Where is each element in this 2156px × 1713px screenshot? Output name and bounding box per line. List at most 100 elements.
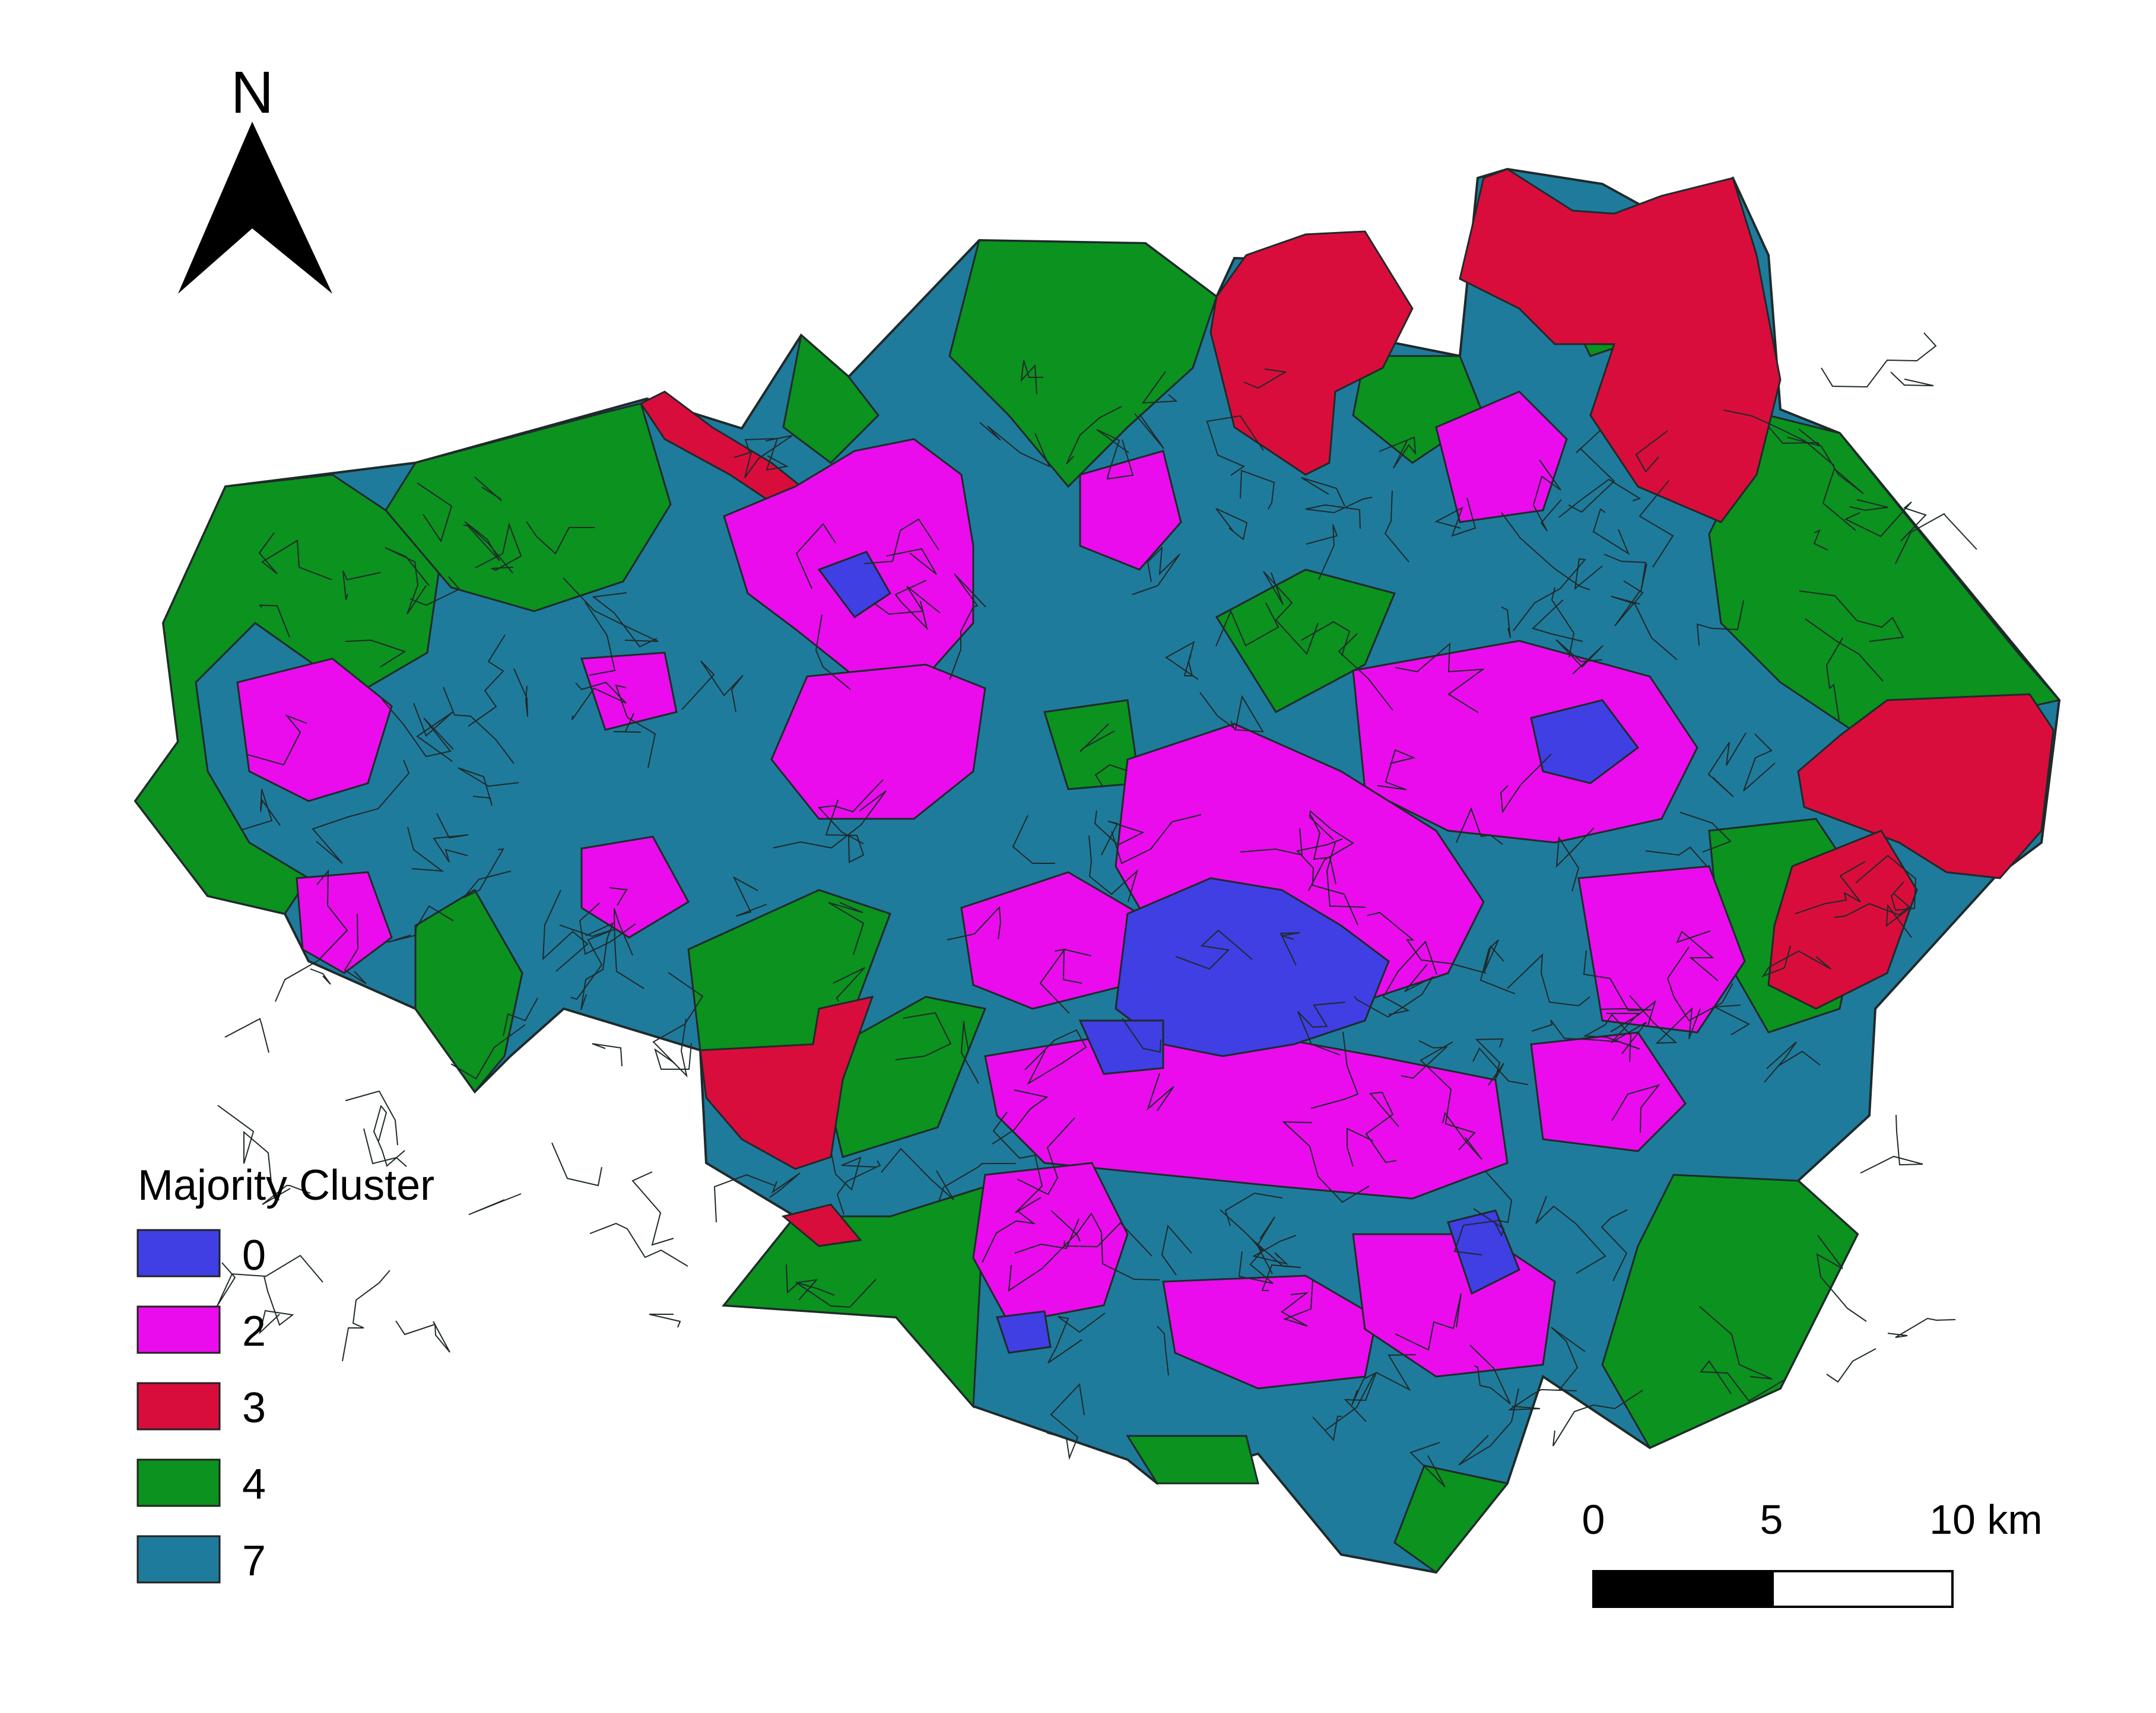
area-boundary-line — [526, 521, 595, 555]
area-boundary-line — [1199, 692, 1264, 733]
area-boundary-line — [1240, 828, 1303, 856]
area-boundary-line — [831, 1153, 877, 1191]
area-boundary-line — [1825, 637, 1843, 721]
area-boundary-line — [795, 523, 836, 589]
area-boundary-line — [1141, 371, 1178, 404]
region-cluster-2-east-2 — [1577, 865, 1746, 1034]
area-boundary-line — [1895, 513, 1977, 564]
area-boundary-line — [734, 435, 793, 478]
regions-cluster-0 — [817, 551, 1640, 1354]
area-boundary-line — [1384, 490, 1409, 562]
area-boundary-line — [217, 1105, 280, 1201]
area-boundary-line — [1354, 964, 1434, 1018]
area-boundary-line — [1175, 929, 1253, 970]
area-boundary-line — [1535, 1196, 1606, 1274]
area-boundary-line — [1420, 1041, 1476, 1151]
area-boundary-line — [242, 789, 281, 830]
area-boundary-line — [1325, 1372, 1376, 1431]
scale-label-10: 10 — [1929, 1496, 1976, 1543]
area-boundary-line — [542, 889, 589, 972]
area-boundary-line — [1306, 524, 1338, 580]
area-boundary-line — [817, 779, 884, 844]
region-cluster-3-southwest — [699, 995, 874, 1170]
area-boundary-line — [1310, 815, 1336, 885]
area-boundary-line — [1456, 807, 1503, 845]
area-boundary-line — [563, 577, 659, 642]
area-boundary-line — [475, 522, 522, 571]
area-boundary-line — [1568, 430, 1615, 513]
area-boundary-line — [580, 922, 614, 1010]
area-boundary-line — [614, 908, 644, 989]
region-cluster-4-north — [948, 239, 1218, 488]
area-boundary-line — [836, 1160, 881, 1215]
area-boundary-line — [275, 869, 348, 1002]
area-boundary-line — [258, 532, 332, 580]
area-boundary-line — [1531, 1019, 1621, 1043]
area-boundary-line — [1301, 477, 1345, 507]
area-boundary-line — [1583, 950, 1652, 1012]
north-arrow: N — [178, 59, 332, 294]
area-boundary-line — [1382, 940, 1437, 1015]
area-boundary-line — [1723, 409, 1835, 466]
area-boundary-line — [312, 759, 410, 864]
area-boundary-line — [1281, 1279, 1313, 1327]
area-boundary-line — [1453, 1171, 1513, 1256]
region-cluster-2-west-town-4 — [580, 835, 690, 939]
area-boundary-line — [1475, 1038, 1504, 1086]
area-boundary-line — [1707, 732, 1747, 797]
area-boundary-line — [342, 1270, 390, 1362]
area-boundary-line — [1887, 1317, 1956, 1338]
area-boundary-line — [1469, 1345, 1511, 1404]
area-boundary-line — [1768, 426, 1821, 447]
area-boundary-line — [387, 905, 454, 943]
area-boundary-line — [262, 1185, 311, 1205]
area-boundary-line — [407, 827, 444, 872]
area-boundary-line — [1062, 948, 1092, 984]
area-boundary-line — [1501, 512, 1590, 590]
area-boundary-line — [1855, 854, 1917, 911]
area-boundary-line — [1206, 415, 1264, 476]
region-cluster-4-southeast — [1601, 1174, 1859, 1449]
area-boundary-line — [1551, 1327, 1586, 1391]
area-boundary-line — [443, 687, 515, 764]
area-boundary-line — [881, 1148, 954, 1200]
area-boundary-line — [310, 968, 331, 985]
region-cluster-2-northeast-town — [1435, 390, 1568, 523]
area-boundary-line — [649, 1314, 681, 1328]
area-boundary-line — [828, 902, 865, 955]
area-boundary-line — [1860, 1114, 1923, 1174]
area-boundary-line — [1308, 809, 1354, 891]
area-boundary-line — [1696, 600, 1744, 646]
area-boundary-line — [1111, 814, 1202, 865]
area-boundary-line — [1614, 580, 1644, 627]
area-boundary-line — [1165, 640, 1199, 680]
area-boundary-line — [1821, 332, 1937, 388]
area-boundary-line — [1094, 764, 1128, 787]
area-boundary-line — [1513, 558, 1603, 631]
area-boundary-line — [417, 482, 453, 543]
area-boundary-line — [1338, 633, 1393, 711]
region-cluster-0-east — [1530, 699, 1640, 784]
area-boundary-line — [1039, 948, 1070, 1014]
area-boundary-line — [433, 813, 469, 863]
area-boundary-line — [463, 848, 512, 898]
area-boundary-line — [886, 548, 937, 575]
legend: Majority Cluster 0 2 3 4 7 — [136, 1162, 434, 1585]
legend-label-2: 2 — [242, 1308, 266, 1355]
area-boundary-line — [1885, 892, 1912, 938]
region-cluster-4-south-2 — [1126, 1435, 1259, 1485]
area-boundary-line — [1046, 1383, 1085, 1460]
area-boundary-line — [1479, 939, 1516, 994]
area-boundary-line — [551, 1142, 602, 1187]
region-cluster-4-southwest — [414, 888, 523, 1094]
area-boundary-line — [1507, 953, 1590, 1007]
area-boundary-line — [1532, 599, 1583, 642]
area-boundary-line — [1282, 1121, 1370, 1203]
area-boundary-line — [1603, 554, 1647, 592]
area-boundary-line — [1347, 1127, 1374, 1167]
area-boundary-line — [1676, 930, 1719, 981]
legend-item: 4 — [136, 1458, 266, 1508]
area-boundary-line — [503, 997, 538, 1037]
legend-item: 0 — [136, 1229, 266, 1279]
